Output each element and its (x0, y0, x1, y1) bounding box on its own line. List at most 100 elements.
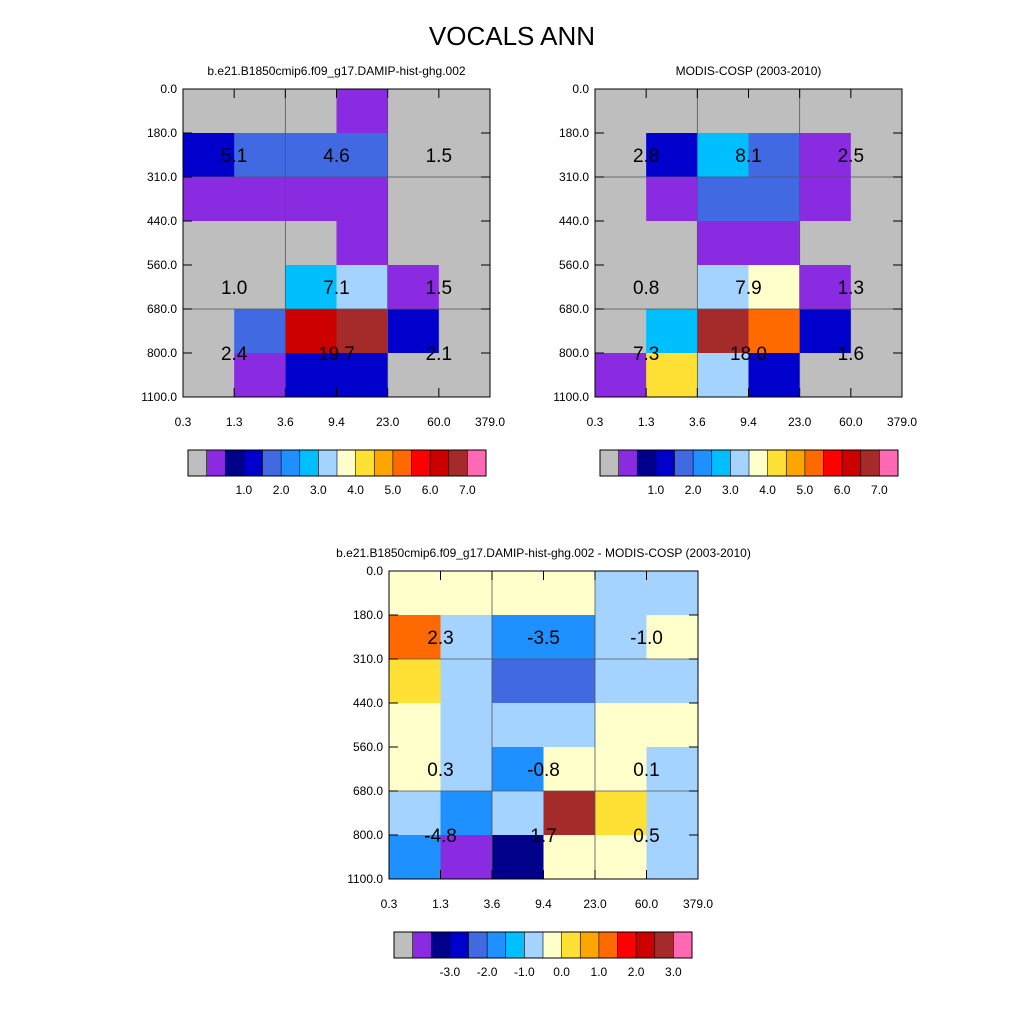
colorbar-label: 1.0 (236, 483, 253, 497)
block-value-label: 1.5 (426, 278, 452, 299)
heatmap-cell (183, 353, 235, 398)
heatmap-cell (850, 309, 903, 354)
heatmap-cell (595, 747, 647, 792)
x-tick-label: 379.0 (683, 897, 713, 911)
y-tick-label: 310.0 (147, 170, 177, 184)
heatmap-cell (285, 309, 337, 354)
heatmap-cell (646, 791, 699, 836)
heatmap-cell (234, 177, 286, 222)
colorbar-box (860, 450, 880, 476)
heatmap-cell (492, 571, 544, 616)
y-tick-label: 440.0 (559, 214, 589, 228)
colorbar-box (842, 450, 862, 476)
heatmap-cell (543, 571, 596, 616)
heatmap-cell (387, 89, 440, 134)
y-tick-label: 1100.0 (347, 872, 383, 886)
colorbar-box (392, 450, 412, 476)
heatmap-cell (183, 265, 235, 310)
colorbar-box (693, 450, 713, 476)
colorbar-box (355, 450, 375, 476)
colorbar-box (655, 450, 675, 476)
heatmap-cell (850, 221, 903, 266)
heatmap-cell (285, 177, 337, 222)
colorbar-label: 5.0 (385, 483, 402, 497)
heatmap-cell (646, 703, 699, 748)
colorbar-box (580, 932, 600, 958)
colorbar-box (711, 450, 731, 476)
block-value-label: 2.8 (633, 146, 659, 167)
colorbar-box (206, 450, 226, 476)
block-value-label: 4.6 (323, 146, 349, 167)
heatmap-cell (389, 791, 441, 836)
colorbar-box (637, 450, 657, 476)
colorbar-box (281, 450, 301, 476)
heatmap-cell (387, 309, 440, 354)
heatmap-cell (336, 265, 389, 310)
block-value-label: -1.0 (630, 628, 663, 649)
heatmap-cell (336, 177, 389, 222)
heatmap-cell (595, 221, 647, 266)
block-value-label: 5.1 (221, 146, 247, 167)
heatmap-cell (183, 177, 235, 222)
heatmap-cell (595, 615, 647, 660)
heatmap-cell (234, 89, 286, 134)
heatmap-cell (595, 571, 647, 616)
colorbar-label: -3.0 (440, 965, 461, 979)
heatmap-cell (595, 265, 647, 310)
heatmap-cell (285, 265, 337, 310)
colorbar-box (374, 450, 394, 476)
block-value-label: 2.5 (838, 146, 864, 167)
heatmap-cell (646, 133, 698, 178)
heatmap-cell (646, 659, 699, 704)
colorbar-label: 2.0 (273, 483, 290, 497)
x-tick-label: 1.3 (432, 897, 449, 911)
colorbar-box (467, 450, 487, 476)
heatmap-cell (440, 571, 493, 616)
heatmap-cell (234, 133, 286, 178)
block-value-label: 1.3 (838, 278, 864, 299)
colorbar-box (225, 450, 245, 476)
block-value-label: 1.5 (426, 146, 452, 167)
colorbar-box (299, 450, 319, 476)
block-value-label: 2.3 (427, 628, 453, 649)
heatmap-cell (438, 309, 491, 354)
x-tick-label: 1.3 (638, 415, 655, 429)
x-tick-label: 23.0 (376, 415, 400, 429)
heatmap-cell (183, 221, 235, 266)
heatmap-cell (183, 89, 235, 134)
heatmap-cell (336, 221, 389, 266)
colorbar-label: -1.0 (514, 965, 535, 979)
colorbar-box (411, 450, 431, 476)
heatmap-cell (387, 353, 440, 398)
heatmap-cell (234, 309, 286, 354)
heatmap-cell (799, 265, 852, 310)
heatmap-cell (387, 265, 440, 310)
y-tick-label: 800.0 (147, 346, 177, 360)
colorbar-box (674, 450, 694, 476)
colorbar-box (600, 450, 619, 476)
y-tick-label: 1100.0 (141, 390, 177, 404)
heatmap-cell (440, 791, 493, 836)
heatmap-cell (438, 221, 491, 266)
heatmap-cell (595, 177, 647, 222)
colorbar-box (524, 932, 544, 958)
heatmap-cell (387, 133, 440, 178)
panel-title: MODIS-COSP (2003-2010) (676, 64, 822, 78)
heatmap-cell (285, 353, 337, 398)
block-value-label: 0.5 (633, 826, 659, 847)
colorbar-label: 6.0 (422, 483, 439, 497)
heatmap-cell (697, 133, 749, 178)
x-tick-label: 0.3 (381, 897, 398, 911)
heatmap-cell (646, 615, 699, 660)
y-tick-label: 180.0 (353, 608, 383, 622)
colorbar-box (598, 932, 618, 958)
heatmap-cell (595, 353, 647, 398)
heatmap-cell (438, 89, 491, 134)
heatmap-cell (646, 89, 698, 134)
heatmap-cell (595, 89, 647, 134)
colorbar-label: 4.0 (347, 483, 364, 497)
x-tick-label: 379.0 (887, 415, 917, 429)
heatmap-cell (799, 309, 852, 354)
y-tick-label: 680.0 (559, 302, 589, 316)
heatmap-cell (543, 747, 596, 792)
